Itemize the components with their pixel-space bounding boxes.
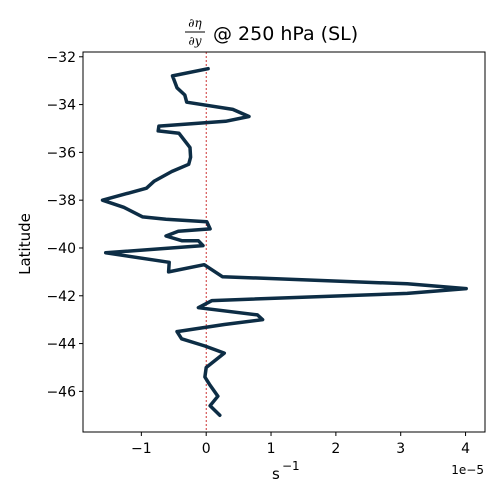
y-tick-label: −46 <box>46 384 76 400</box>
y-tick-label: −42 <box>46 289 76 305</box>
x-axis-label: s −1 <box>272 459 300 483</box>
plot-area: −1 0 1 2 3 4 −46 −44 −42 −40 −38 −36 −34 −32 <box>46 50 486 457</box>
plot-frame <box>82 51 486 433</box>
y-tick-label: −32 <box>46 50 76 66</box>
x-tick-label: 2 <box>331 441 340 457</box>
chart-title: ∂η ∂y @ 250 hPa (SL) <box>185 16 358 48</box>
y-tick-label: −38 <box>46 193 76 209</box>
x-tick-label: 1 <box>267 441 276 457</box>
x-axis-label-exponent: −1 <box>282 459 300 473</box>
series-line-0 <box>100 66 468 418</box>
y-tick-label: −34 <box>46 98 76 114</box>
title-fraction-numerator: ∂η <box>188 16 202 30</box>
y-tick-label: −40 <box>46 241 76 257</box>
x-tick-label: 4 <box>461 441 470 457</box>
x-tick-label: 0 <box>202 441 211 457</box>
x-tick-label: 3 <box>396 441 405 457</box>
x-tick-label: −1 <box>131 441 152 457</box>
y-tick-label: −44 <box>46 337 76 353</box>
y-axis-label: Latitude <box>16 213 34 275</box>
y-tick-label: −36 <box>46 145 76 161</box>
x-axis-label-base: s <box>272 465 280 483</box>
x-axis-offset-label: 1e−5 <box>451 463 484 477</box>
title-fraction-denominator: ∂y <box>189 34 202 48</box>
title-text: @ 250 hPa (SL) <box>213 23 358 45</box>
